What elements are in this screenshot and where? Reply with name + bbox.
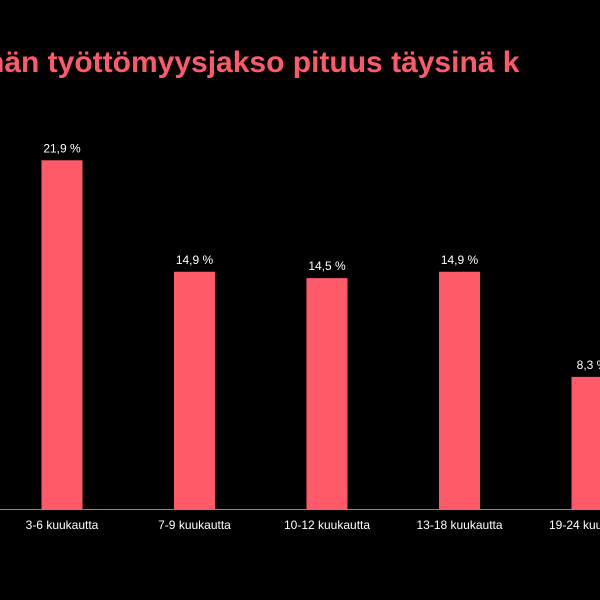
- x-tick-labels-group: 3-6 kuukautta 7-9 kuukautta 10-12 kuukautt…: [26, 518, 600, 532]
- bar-2: [174, 271, 215, 509]
- x-tick-label-1: 3-6 kuukautta: [26, 518, 99, 532]
- data-label-3: 14,5 %: [308, 259, 346, 273]
- bar-4: [439, 271, 480, 509]
- x-tick-label-2: 7-9 kuukautta: [158, 518, 231, 532]
- data-label-4: 14,9 %: [441, 253, 479, 267]
- data-label-1: 21,9 %: [43, 141, 81, 155]
- bars-group: [41, 160, 600, 509]
- bar-5: [571, 376, 600, 509]
- data-labels-group: 21,9 % 14,9 % 14,5 % 14,9 % 8,3 %: [43, 141, 600, 372]
- x-tick-label-3: 10-12 kuukautta: [284, 518, 370, 532]
- x-tick-label-4: 13-18 kuukautta: [416, 518, 502, 532]
- chart-title: hän työttömyysjakso pituus täysinä k: [0, 46, 520, 79]
- bar-3: [306, 278, 348, 509]
- data-label-2: 14,9 %: [176, 253, 214, 267]
- bar-1: [41, 160, 83, 509]
- x-tick-label-5: 19-24 kuukautta: [549, 518, 600, 532]
- data-label-5: 8,3 %: [577, 358, 600, 372]
